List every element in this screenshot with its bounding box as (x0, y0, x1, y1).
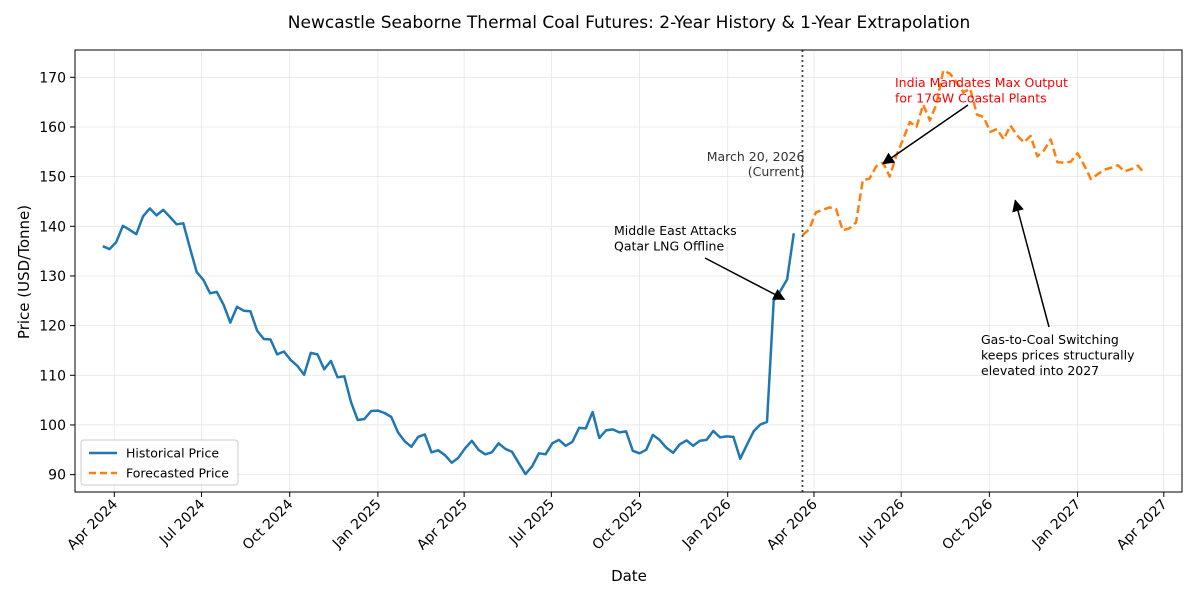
legend-label: Forecasted Price (126, 466, 229, 481)
y-tick-label: 150 (39, 170, 66, 186)
x-tick-label: Apr 2025 (414, 497, 471, 554)
annotation-text: for 17GW Coastal Plants (895, 91, 1047, 106)
y-tick-label: 140 (39, 219, 66, 235)
y-axis-label: Price (USD/Tonne) (15, 205, 33, 339)
x-tick-label: Apr 2026 (764, 496, 821, 553)
x-tick-label: Apr 2027 (1114, 497, 1171, 554)
annotation-text: Gas-to-Coal Switching (981, 332, 1119, 347)
annotation-arrow (1012, 199, 1050, 328)
y-tick-label: 160 (39, 120, 66, 136)
y-tick-label: 100 (39, 418, 66, 434)
annotation-text: India Mandates Max Output (895, 75, 1068, 90)
current-date-sublabel: (Current) (748, 164, 805, 179)
x-tick-label: Jul 2024 (156, 496, 208, 548)
y-tick-label: 90 (48, 468, 66, 484)
x-axis-label: Date (611, 567, 647, 585)
x-tick-label: Oct 2026 (939, 496, 996, 553)
annotation-arrow (881, 104, 969, 165)
annotation-arrow (704, 257, 786, 300)
legend-label: Historical Price (126, 446, 219, 461)
chart-title: Newcastle Seaborne Thermal Coal Futures:… (288, 13, 970, 33)
current-date-label: March 20, 2026 (707, 149, 805, 164)
annotation-text: keeps prices structurally (981, 348, 1135, 363)
annotation-text: Qatar LNG Offline (614, 239, 724, 254)
x-tick-label: Jan 2026 (679, 496, 735, 552)
x-tick-label: Oct 2025 (590, 497, 647, 554)
historical-price-line (102, 207, 796, 476)
y-tick-label: 110 (39, 368, 66, 384)
grid (75, 50, 1182, 492)
legend: Historical Price Forecasted Price (80, 439, 239, 486)
x-tick-label: Jan 2027 (1029, 497, 1085, 553)
y-tick-label: 120 (39, 319, 66, 335)
x-tick-label: Jul 2026 (856, 496, 908, 548)
x-tick-label: Apr 2024 (64, 496, 121, 553)
y-tick-label: 170 (39, 70, 66, 86)
plot-frame (74, 49, 1183, 493)
x-tick-label: Oct 2024 (240, 496, 297, 553)
x-tick-label: Jan 2025 (329, 497, 385, 553)
x-tick-label: Jul 2025 (506, 497, 558, 549)
forecasted-price-line (801, 69, 1146, 237)
legend-box (80, 439, 239, 486)
annotation-text: Middle East Attacks (614, 223, 737, 238)
marker-layer: March 20, 2026(Current) (707, 50, 805, 492)
y-tick-label: 130 (39, 269, 66, 285)
annotation-text: elevated into 2027 (981, 363, 1099, 378)
series-layer (102, 69, 1146, 476)
